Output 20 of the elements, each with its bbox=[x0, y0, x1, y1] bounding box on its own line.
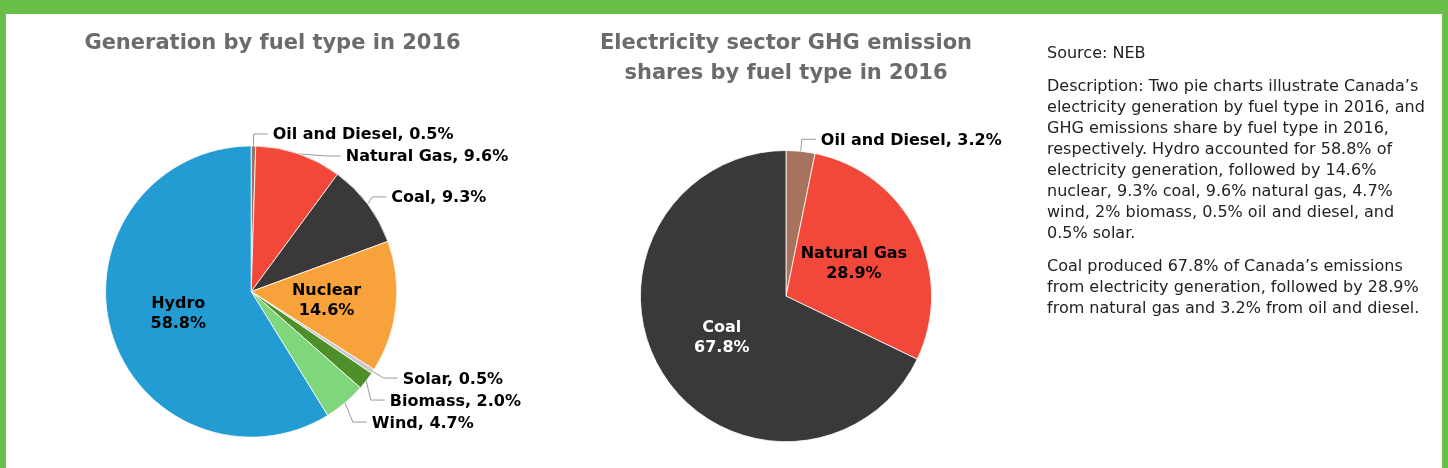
slice-label: Wind, 4.7% bbox=[371, 412, 474, 432]
slice-label: Natural Gas, 9.6% bbox=[345, 146, 509, 166]
slice-label: Hydro bbox=[151, 292, 206, 312]
slice-label: Natural Gas bbox=[800, 242, 908, 262]
slice-label: Oil and Diesel, 3.2% bbox=[820, 129, 1002, 149]
text: Description: Two pie charts illustrate Canada’s electricity generation by fuel type in 2016, and GHG emissions share by fuel type in 2016, respectively. Hydro accounted for 58.8% of electricity generation, followed by 14.6% nuclear, 9.3% coal, 9.6% natural gas, 4.7% wind, 2% biomass, 0.5% oil and diesel, and 0.5% solar. bbox=[1047, 75, 1426, 243]
chart-title: Electricity sector GHG emission shares by fuel type in 2016 bbox=[599, 30, 973, 84]
slice-label: Biomass, 2.0% bbox=[389, 390, 521, 410]
data-label: 28.9% bbox=[826, 262, 882, 282]
data-label: 58.8% bbox=[150, 312, 207, 332]
slice-label: Nuclear bbox=[291, 280, 362, 300]
source-note: Source: NEB bbox=[1047, 42, 1147, 63]
slice-label: Coal bbox=[702, 316, 742, 336]
slice-label: Oil and Diesel, 0.5% bbox=[272, 124, 454, 144]
slice-label: Coal, 9.3% bbox=[391, 187, 487, 207]
data-label: 14.6% bbox=[298, 300, 355, 320]
data-label: 67.8% bbox=[694, 336, 750, 356]
slice-label: Solar, 0.5% bbox=[402, 368, 504, 388]
text: Coal produced 67.8% of Canada’s emissions from electricity generation, followed by 28.9% from natural gas and 3.2% from oil and diesel. bbox=[1047, 255, 1421, 318]
chart-title: Generation by fuel type in 2016 bbox=[84, 30, 461, 54]
